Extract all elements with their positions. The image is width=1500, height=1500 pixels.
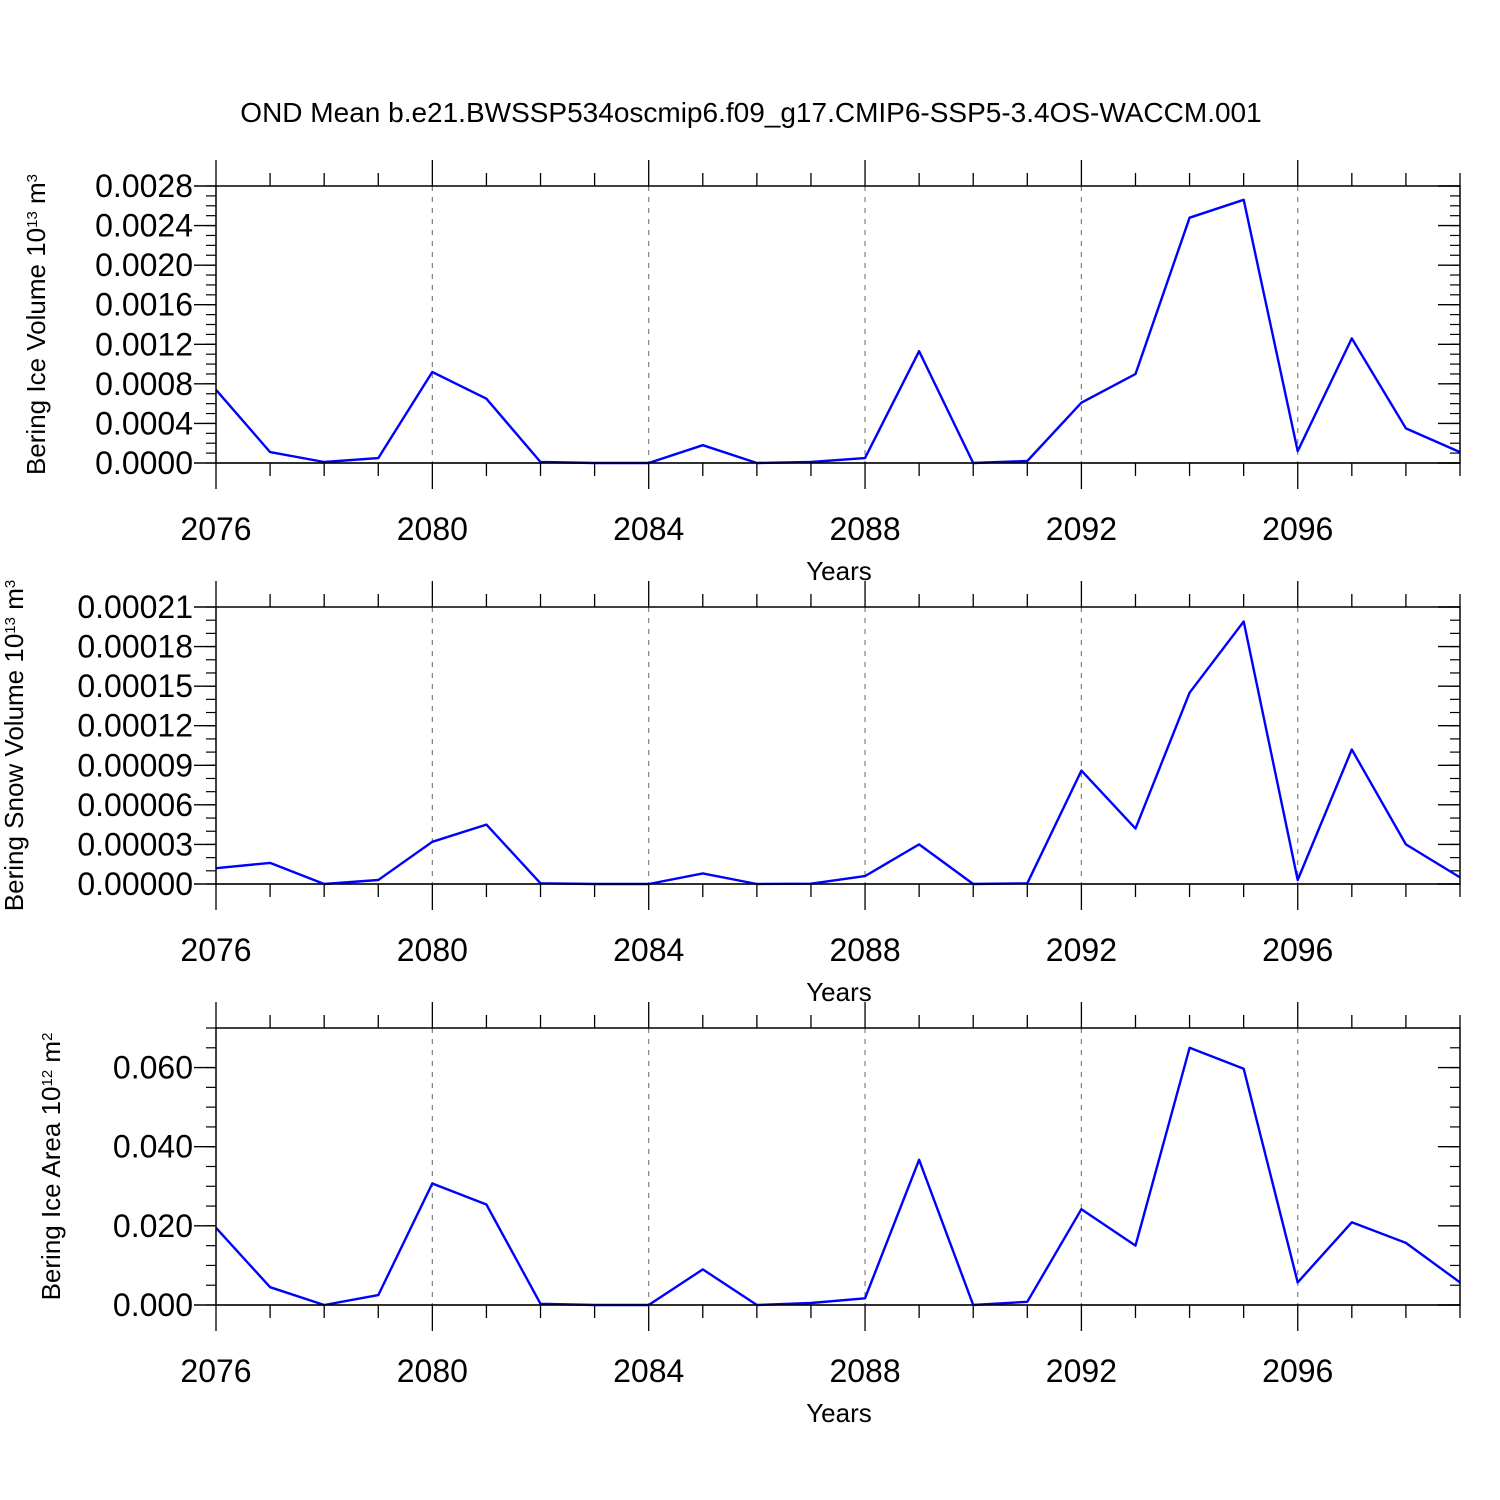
x-tick-label: 2080 — [397, 932, 468, 968]
plot-frame — [215, 185, 1461, 464]
y-tick-label: 0.0028 — [95, 168, 193, 204]
x-tick-label: 2076 — [180, 932, 251, 968]
x-tick-label: 2084 — [613, 1353, 684, 1389]
y-tick-label: 0.0024 — [95, 208, 193, 244]
y-axis-title-part: m — [0, 588, 29, 617]
y-tick-label: 0.060 — [113, 1050, 193, 1086]
plot-frame — [215, 1027, 1461, 1306]
x-tick-label: 2096 — [1262, 932, 1333, 968]
y-tick-label: 0.000 — [113, 1287, 193, 1323]
y-axis-title-part: Bering Ice Area 10 — [36, 1087, 66, 1301]
y-axis-title: Bering Snow Volume 1013 m3 — [0, 580, 29, 911]
data-series-line — [215, 1046, 1461, 1307]
x-tick-label: 2076 — [180, 511, 251, 547]
y-tick-label: 0.00021 — [77, 589, 193, 625]
x-tick-label: 2088 — [829, 932, 900, 968]
data-series-line — [215, 620, 1461, 886]
y-axis-title-superscript: 13 — [24, 211, 41, 228]
y-tick-label: 0.00009 — [77, 747, 193, 783]
y-tick-label: 0.00006 — [77, 787, 193, 823]
y-tick-label: 0.0020 — [95, 247, 193, 283]
y-axis-title-part: m — [21, 182, 51, 211]
y-tick-label: 0.0008 — [95, 366, 193, 402]
y-tick-label: 0.0004 — [95, 405, 193, 441]
y-tick-label: 0.00000 — [77, 866, 193, 902]
chart-panel-3: 0.000 0.020 0.040 0.060 2076 2080 2084 2088 2092… — [36, 1002, 1461, 1428]
x-axis-title: Years — [806, 1398, 872, 1428]
x-tick-label: 2092 — [1046, 932, 1117, 968]
x-tick-label: 2076 — [180, 1353, 251, 1389]
y-axis-title-part: Bering Ice Volume 10 — [21, 228, 51, 475]
y-tick-label: 0.0016 — [95, 287, 193, 323]
x-tick-label: 2096 — [1262, 511, 1333, 547]
plot-frame — [215, 606, 1461, 885]
y-axis-title-superscript: 13 — [2, 617, 19, 634]
x-tick-label: 2092 — [1046, 511, 1117, 547]
x-axis-title: Years — [806, 977, 872, 1007]
panels: 0.00000.00040.00080.00120.00160.00200.00… — [0, 160, 1461, 1428]
y-tick-label: 0.020 — [113, 1208, 193, 1244]
y-tick-label: 0.00003 — [77, 826, 193, 862]
y-axis-title-part: Bering Snow Volume 10 — [0, 634, 29, 912]
x-tick-label: 2084 — [613, 932, 684, 968]
y-tick-label: 0.0012 — [95, 326, 193, 362]
x-tick-label: 2084 — [613, 511, 684, 547]
y-tick-label: 0.00018 — [77, 629, 193, 665]
y-axis-title-superscript: 2 — [39, 1033, 56, 1041]
x-tick-label: 2096 — [1262, 1353, 1333, 1389]
y-tick-label: 0.040 — [113, 1129, 193, 1165]
y-axis-title: Bering Ice Volume 1013 m3 — [21, 174, 51, 475]
y-axis-title-superscript: 12 — [39, 1070, 56, 1087]
x-axis-title: Years — [806, 556, 872, 586]
y-axis-title-superscript: 3 — [24, 174, 41, 182]
y-axis-title-part: m — [36, 1041, 66, 1070]
y-tick-label: 0.00015 — [77, 668, 193, 704]
y-tick-label: 0.0000 — [95, 445, 193, 481]
y-axis-title: Bering Ice Area 1012 m2 — [36, 1033, 66, 1301]
x-tick-label: 2092 — [1046, 1353, 1117, 1389]
chart-panel-1: 0.00000.00040.00080.00120.00160.00200.00… — [21, 160, 1461, 586]
figure-title: OND Mean b.e21.BWSSP534oscmip6.f09_g17.C… — [240, 97, 1261, 128]
y-tick-label: 0.00012 — [77, 708, 193, 744]
x-tick-label: 2080 — [397, 511, 468, 547]
y-axis-title-superscript: 3 — [2, 580, 19, 588]
data-series-line — [215, 198, 1461, 465]
x-tick-label: 2088 — [829, 511, 900, 547]
x-tick-label: 2080 — [397, 1353, 468, 1389]
x-tick-label: 2088 — [829, 1353, 900, 1389]
